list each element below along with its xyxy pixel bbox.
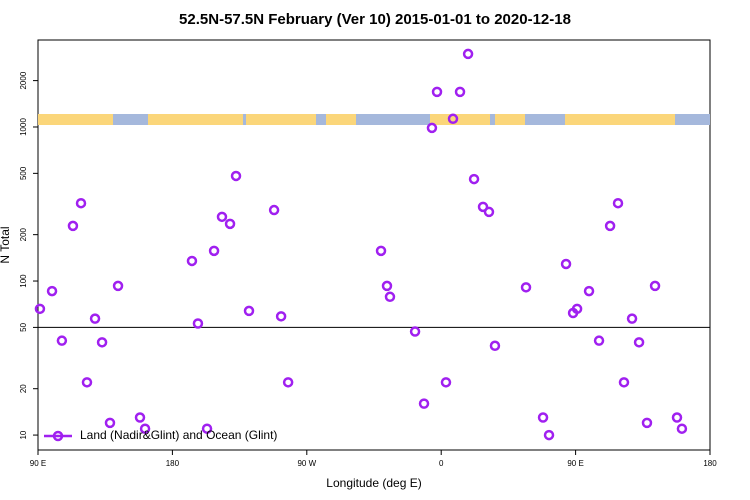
data-point (46, 285, 58, 297)
land-band (148, 114, 243, 125)
x-tick-label: 90 E (567, 459, 583, 468)
data-point (418, 398, 430, 409)
data-point (612, 197, 624, 209)
data-point (593, 335, 605, 346)
data-point (676, 423, 688, 434)
data-point (468, 173, 480, 185)
data-point (626, 313, 638, 324)
data-point (275, 311, 287, 322)
data-point (282, 377, 294, 388)
y-tick-label: 20 (19, 384, 28, 393)
data-point (243, 305, 255, 317)
data-point (604, 220, 616, 232)
data-point (447, 113, 459, 125)
data-point (81, 377, 93, 388)
data-point (583, 285, 595, 297)
data-point (381, 280, 393, 292)
data-point (543, 429, 555, 441)
x-tick-label: 180 (703, 459, 717, 468)
data-point (489, 340, 501, 352)
data-point (384, 291, 396, 303)
y-axis-label: N Total (0, 226, 12, 263)
land-band (326, 114, 356, 125)
data-point (216, 211, 228, 223)
data-point (89, 313, 101, 324)
data-point (56, 335, 68, 346)
data-point (571, 303, 583, 315)
data-point (641, 417, 653, 429)
land-band (246, 114, 316, 125)
land-band (495, 114, 525, 125)
data-point (208, 245, 220, 257)
data-point (462, 48, 474, 60)
data-point (375, 245, 387, 257)
legend-marker (52, 430, 64, 442)
land-band (38, 114, 113, 125)
data-point (75, 197, 87, 209)
chart-title: 52.5N-57.5N February (Ver 10) 2015-01-01… (179, 11, 571, 28)
data-point (426, 122, 438, 134)
data-point (440, 377, 452, 388)
data-point (649, 280, 661, 292)
data-point (520, 282, 532, 293)
data-point (96, 337, 108, 348)
y-tick-label: 100 (19, 274, 28, 288)
land-band (430, 114, 490, 125)
y-tick-label: 10 (19, 430, 28, 439)
data-point (67, 220, 79, 232)
data-point (186, 255, 198, 267)
data-point (268, 204, 280, 216)
land-ocean-band (38, 114, 710, 125)
ocean-band (38, 114, 710, 125)
legend-label: Land (Nadir&Glint) and Ocean (Glint) (80, 428, 277, 442)
data-point (104, 417, 116, 429)
data-point (454, 86, 466, 98)
data-point (477, 201, 489, 213)
y-tick-label: 50 (19, 322, 28, 331)
x-tick-label: 90 W (297, 459, 316, 468)
land-band (565, 114, 675, 125)
data-point (201, 423, 213, 434)
x-axis-label: Longitude (deg E) (326, 476, 421, 490)
y-tick-label: 200 (19, 227, 28, 241)
data-point (192, 318, 204, 329)
x-tick-label: 90 E (30, 459, 46, 468)
y-tick-label: 1000 (19, 118, 28, 136)
data-point (409, 326, 421, 337)
data-point (431, 86, 443, 98)
data-point (560, 258, 572, 270)
x-tick-label: 180 (166, 459, 180, 468)
data-point (618, 377, 630, 388)
data-point (139, 423, 151, 434)
data-point (112, 280, 124, 292)
data-point (134, 412, 146, 423)
y-tick-label: 2000 (19, 71, 28, 89)
x-tick-label: 0 (439, 459, 444, 468)
data-point (671, 412, 683, 423)
data-point (633, 337, 645, 348)
data-point (34, 303, 46, 315)
y-tick-label: 500 (19, 166, 28, 180)
data-point (537, 412, 549, 423)
data-point (483, 206, 495, 218)
data-point (230, 170, 242, 182)
data-point (224, 218, 236, 230)
plot-frame (37, 39, 711, 451)
